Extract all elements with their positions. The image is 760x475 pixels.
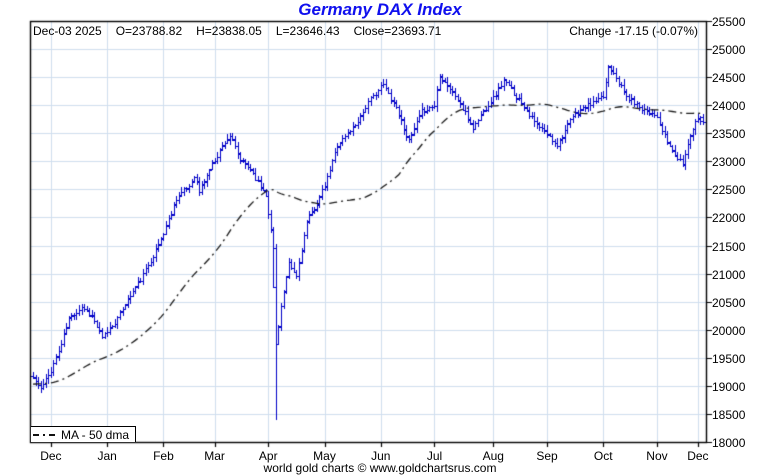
y-axis-label: 23500 [712, 127, 746, 142]
x-axis-label: Nov [646, 449, 668, 463]
high-label: H=23838.05 [196, 24, 262, 38]
low-label: L=23646.43 [275, 24, 340, 38]
ma-legend-label: MA - 50 dma [61, 427, 130, 442]
y-axis-label: 21000 [712, 267, 746, 282]
y-axis-label: 19500 [712, 351, 746, 366]
y-axis-label: 24000 [712, 99, 746, 114]
x-axis-label: Aug [482, 449, 504, 463]
ohlc-header: Dec-03 2025 O=23788.82 H=23838.05 L=23646.4… [33, 24, 455, 38]
y-axis-label: 21500 [712, 239, 746, 254]
y-axis-label: 18500 [712, 407, 746, 422]
date-label: Dec-03 2025 [33, 24, 102, 38]
y-axis-label: 23000 [712, 155, 746, 170]
change-label: Change -17.15 (-0.07%) [569, 24, 698, 38]
ma-legend: MA - 50 dma [31, 426, 136, 442]
open-label: O=23788.82 [115, 24, 183, 38]
dash-dot-line-icon [33, 433, 57, 436]
x-axis-label: Mar [204, 449, 225, 463]
y-axis-label: 20500 [712, 295, 746, 310]
chart-title: Germany DAX Index [298, 0, 462, 19]
x-axis-label: Dec [40, 449, 62, 463]
y-axis-label: 19000 [712, 379, 746, 394]
x-axis-label: Apr [258, 449, 278, 463]
close-label: Close=23693.71 [353, 24, 442, 38]
y-axis-label: 24500 [712, 71, 746, 86]
x-axis-label: Jun [371, 449, 391, 463]
y-axis-label: 18000 [712, 436, 746, 450]
x-axis-label: Jul [426, 449, 443, 463]
x-axis-label: Dec [687, 449, 709, 463]
x-axis-label: Jan [97, 449, 117, 463]
x-axis-label: Sep [536, 449, 558, 463]
y-axis-label: 22000 [712, 211, 746, 226]
y-axis-label: 25000 [712, 43, 746, 58]
footer-credit: world gold charts © www.goldchartsrus.co… [263, 461, 497, 475]
x-axis-label: Oct [593, 449, 613, 463]
x-axis-label: May [313, 449, 336, 463]
y-axis-label: 20000 [712, 323, 746, 338]
y-axis-label: 25500 [712, 15, 746, 29]
x-axis-label: Feb [153, 449, 174, 463]
y-axis-label: 22500 [712, 183, 746, 198]
